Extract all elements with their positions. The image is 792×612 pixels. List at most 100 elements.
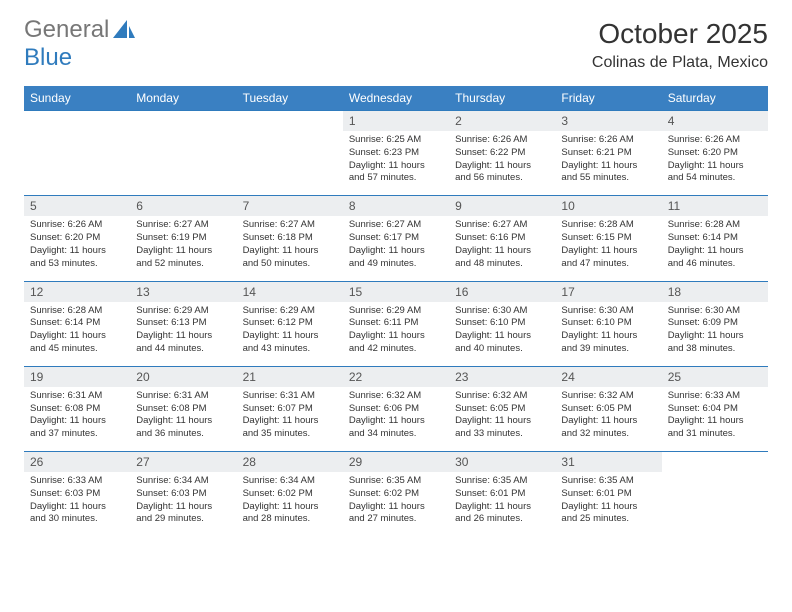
sunset-line: Sunset: 6:01 PM xyxy=(561,488,631,499)
day-number: 16 xyxy=(449,282,555,302)
calendar-cell: 20Sunrise: 6:31 AMSunset: 6:08 PMDayligh… xyxy=(130,366,236,451)
sunset-line: Sunset: 6:16 PM xyxy=(455,232,525,243)
sunrise-line: Sunrise: 6:29 AM xyxy=(243,305,315,316)
daylight-line: Daylight: 11 hours and 46 minutes. xyxy=(668,245,744,269)
day-info-empty xyxy=(237,131,343,187)
weekday-friday: Friday xyxy=(555,86,661,111)
calendar-cell: 22Sunrise: 6:32 AMSunset: 6:06 PMDayligh… xyxy=(343,366,449,451)
calendar-cell: 17Sunrise: 6:30 AMSunset: 6:10 PMDayligh… xyxy=(555,281,661,366)
calendar-cell: 27Sunrise: 6:34 AMSunset: 6:03 PMDayligh… xyxy=(130,452,236,537)
day-info: Sunrise: 6:35 AMSunset: 6:02 PMDaylight:… xyxy=(343,472,449,536)
sunrise-line: Sunrise: 6:28 AM xyxy=(561,219,633,230)
daylight-line: Daylight: 11 hours and 44 minutes. xyxy=(136,330,212,354)
day-info: Sunrise: 6:33 AMSunset: 6:03 PMDaylight:… xyxy=(24,472,130,536)
day-number: 8 xyxy=(343,196,449,216)
sunrise-line: Sunrise: 6:26 AM xyxy=(668,134,740,145)
day-info: Sunrise: 6:33 AMSunset: 6:04 PMDaylight:… xyxy=(662,387,768,451)
sunset-line: Sunset: 6:08 PM xyxy=(30,403,100,414)
day-info: Sunrise: 6:35 AMSunset: 6:01 PMDaylight:… xyxy=(555,472,661,536)
sunrise-line: Sunrise: 6:35 AM xyxy=(455,475,527,486)
day-number: 23 xyxy=(449,367,555,387)
sunrise-line: Sunrise: 6:32 AM xyxy=(349,390,421,401)
calendar-week-row: 1Sunrise: 6:25 AMSunset: 6:23 PMDaylight… xyxy=(24,111,768,196)
logo: General xyxy=(24,18,137,45)
sunset-line: Sunset: 6:11 PM xyxy=(349,317,419,328)
day-number: 4 xyxy=(662,111,768,131)
day-number: 12 xyxy=(24,282,130,302)
day-number: 18 xyxy=(662,282,768,302)
calendar-cell: 4 Sunrise: 6:26 AM Sunset: 6:20 PM Daylight… xyxy=(662,111,768,196)
daylight-line: Daylight: 11 hours and 40 minutes. xyxy=(455,330,531,354)
day-info: Sunrise: 6:34 AMSunset: 6:03 PMDaylight:… xyxy=(130,472,236,536)
day-number: 19 xyxy=(24,367,130,387)
sunset-line: Sunset: 6:02 PM xyxy=(349,488,419,499)
sunset-line: Sunset: 6:04 PM xyxy=(668,403,738,414)
day-info: Sunrise: 6:35 AMSunset: 6:01 PMDaylight:… xyxy=(449,472,555,536)
day-info: Sunrise: 6:27 AMSunset: 6:18 PMDaylight:… xyxy=(237,216,343,280)
sunset-line: Sunset: 6:13 PM xyxy=(136,317,206,328)
day-number: 29 xyxy=(343,452,449,472)
daylight-line: Daylight: 11 hours and 42 minutes. xyxy=(349,330,425,354)
location: Colinas de Plata, Mexico xyxy=(592,54,768,72)
month-year: October 2025 xyxy=(592,18,768,50)
sunset-line: Sunset: 6:06 PM xyxy=(349,403,419,414)
sunset-line: Sunset: 6:02 PM xyxy=(243,488,313,499)
daylight-line: Daylight: 11 hours and 29 minutes. xyxy=(136,501,212,525)
day-number: 25 xyxy=(662,367,768,387)
calendar-cell: 3Sunrise: 6:26 AMSunset: 6:21 PMDaylight… xyxy=(555,111,661,196)
day-number: 24 xyxy=(555,367,661,387)
calendar-cell: 16Sunrise: 6:30 AMSunset: 6:10 PMDayligh… xyxy=(449,281,555,366)
day-info: Sunrise: 6:28 AMSunset: 6:14 PMDaylight:… xyxy=(662,216,768,280)
sunset-line: Sunset: 6:15 PM xyxy=(561,232,631,243)
day-number: 20 xyxy=(130,367,236,387)
day-info: Sunrise: 6:29 AMSunset: 6:13 PMDaylight:… xyxy=(130,302,236,366)
day-info: Sunrise: 6:26 AMSunset: 6:20 PMDaylight:… xyxy=(24,216,130,280)
calendar-cell: 25Sunrise: 6:33 AMSunset: 6:04 PMDayligh… xyxy=(662,366,768,451)
day-number: 3 xyxy=(555,111,661,131)
calendar-week-row: 12Sunrise: 6:28 AMSunset: 6:14 PMDayligh… xyxy=(24,281,768,366)
weekday-monday: Monday xyxy=(130,86,236,111)
calendar-cell: 13Sunrise: 6:29 AMSunset: 6:13 PMDayligh… xyxy=(130,281,236,366)
day-number: 2 xyxy=(449,111,555,131)
day-number: 15 xyxy=(343,282,449,302)
sunrise-line: Sunrise: 6:27 AM xyxy=(243,219,315,230)
sunrise-line: Sunrise: 6:31 AM xyxy=(243,390,315,401)
calendar-cell: 31Sunrise: 6:35 AMSunset: 6:01 PMDayligh… xyxy=(555,452,661,537)
weekday-header-row: Sunday Monday Tuesday Wednesday Thursday… xyxy=(24,86,768,111)
day-number: 31 xyxy=(555,452,661,472)
sunset-line: Sunset: 6:20 PM xyxy=(668,147,738,158)
calendar-cell: 29Sunrise: 6:35 AMSunset: 6:02 PMDayligh… xyxy=(343,452,449,537)
sunrise-line: Sunrise: 6:34 AM xyxy=(136,475,208,486)
sunset-line: Sunset: 6:23 PM xyxy=(349,147,419,158)
calendar-cell: 14Sunrise: 6:29 AMSunset: 6:12 PMDayligh… xyxy=(237,281,343,366)
daylight-line: Daylight: 11 hours and 54 minutes. xyxy=(668,160,744,184)
day-number: 13 xyxy=(130,282,236,302)
daylight-line: Daylight: 11 hours and 28 minutes. xyxy=(243,501,319,525)
daylight-line: Daylight: 11 hours and 47 minutes. xyxy=(561,245,637,269)
day-info-empty xyxy=(130,131,236,187)
day-info: Sunrise: 6:32 AMSunset: 6:06 PMDaylight:… xyxy=(343,387,449,451)
day-number: 21 xyxy=(237,367,343,387)
calendar-cell: 21Sunrise: 6:31 AMSunset: 6:07 PMDayligh… xyxy=(237,366,343,451)
day-info: Sunrise: 6:31 AMSunset: 6:07 PMDaylight:… xyxy=(237,387,343,451)
day-info: Sunrise: 6:32 AMSunset: 6:05 PMDaylight:… xyxy=(555,387,661,451)
sunrise-line: Sunrise: 6:26 AM xyxy=(30,219,102,230)
calendar-cell: 7Sunrise: 6:27 AMSunset: 6:18 PMDaylight… xyxy=(237,196,343,281)
day-info: Sunrise: 6:30 AMSunset: 6:09 PMDaylight:… xyxy=(662,302,768,366)
sunset-line: Sunset: 6:10 PM xyxy=(561,317,631,328)
sunset-line: Sunset: 6:21 PM xyxy=(561,147,631,158)
daylight-line: Daylight: 11 hours and 50 minutes. xyxy=(243,245,319,269)
day-number: 7 xyxy=(237,196,343,216)
weekday-sunday: Sunday xyxy=(24,86,130,111)
day-info: Sunrise: 6:30 AMSunset: 6:10 PMDaylight:… xyxy=(449,302,555,366)
daylight-line: Daylight: 11 hours and 36 minutes. xyxy=(136,415,212,439)
daylight-line: Daylight: 11 hours and 52 minutes. xyxy=(136,245,212,269)
sunset-line: Sunset: 6:14 PM xyxy=(30,317,100,328)
sunrise-line: Sunrise: 6:29 AM xyxy=(349,305,421,316)
daylight-line: Daylight: 11 hours and 35 minutes. xyxy=(243,415,319,439)
day-info: Sunrise: 6:30 AMSunset: 6:10 PMDaylight:… xyxy=(555,302,661,366)
sunrise-line: Sunrise: 6:32 AM xyxy=(561,390,633,401)
day-number-empty xyxy=(130,111,236,131)
calendar-cell xyxy=(662,452,768,537)
sunset-line: Sunset: 6:19 PM xyxy=(136,232,206,243)
